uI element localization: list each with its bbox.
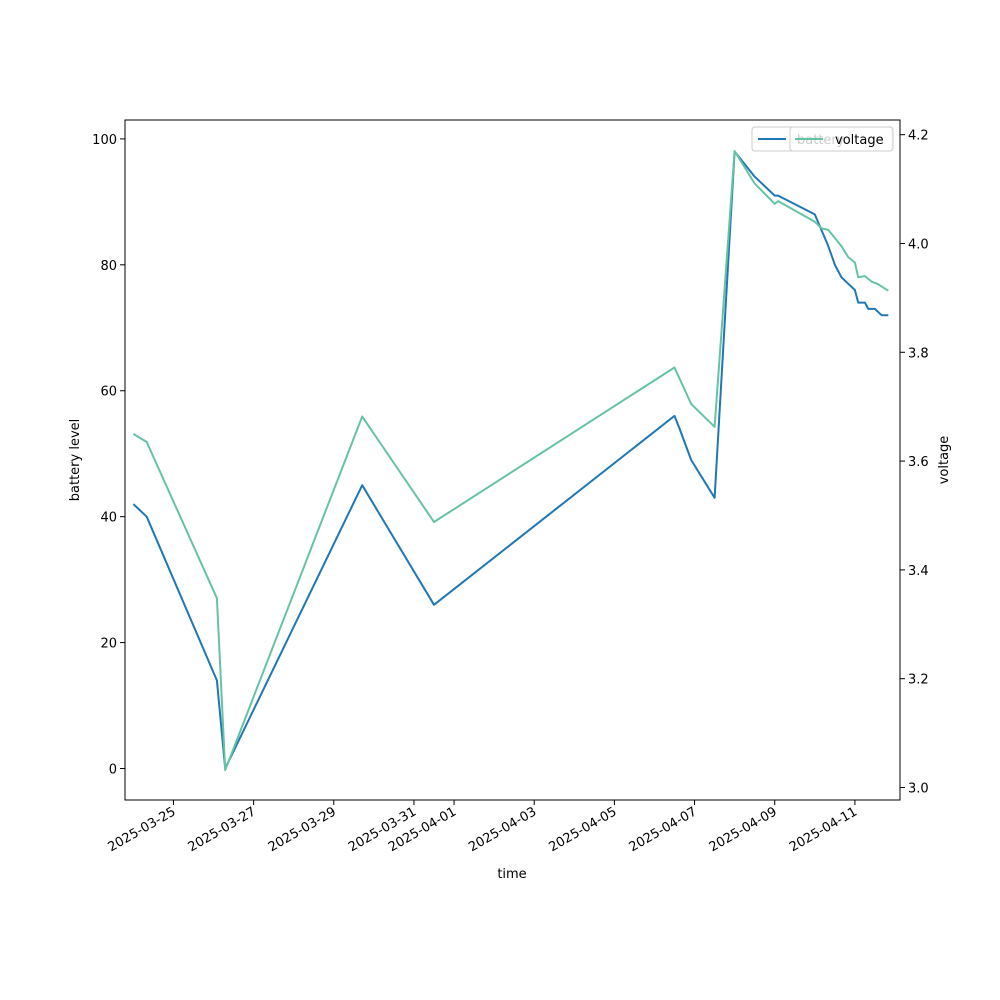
- y-left-tick-label: 60: [100, 385, 117, 400]
- y-axis-right: 3.0 3.2 3.4 3.6 3.8 4.0 4.2: [900, 129, 929, 796]
- y-left-tick-label: 0: [109, 763, 117, 778]
- legend-voltage-box: [789, 126, 894, 152]
- x-axis-title: time: [497, 867, 526, 882]
- y-right-tick-label: 3.2: [908, 673, 929, 688]
- y-left-tick-label: 40: [100, 511, 117, 526]
- y-axis-left: 0 20 40 60 80 100: [92, 133, 125, 778]
- y-right-tick-label: 3.8: [908, 346, 929, 361]
- y-right-tick-label: 4.2: [908, 129, 929, 144]
- legend-voltage: voltage: [789, 126, 894, 152]
- y-right-tick-label: 3.6: [908, 455, 929, 470]
- plot-frame: [124, 119, 901, 801]
- lines-layer: [132, 150, 889, 772]
- y-left-tick-label: 80: [100, 259, 117, 274]
- legend-voltage-label: voltage: [835, 133, 884, 148]
- y-right-tick-label: 4.0: [908, 237, 929, 252]
- y-axis-left-title: battery level: [68, 419, 83, 502]
- y-right-tick-label: 3.0: [908, 781, 929, 796]
- y-axis-right-title: voltage: [937, 436, 952, 485]
- y-left-tick-label: 20: [100, 637, 117, 652]
- series-line-battery: [132, 150, 889, 770]
- y-left-tick-label: 100: [92, 133, 117, 148]
- y-right-tick-label: 3.4: [908, 564, 929, 579]
